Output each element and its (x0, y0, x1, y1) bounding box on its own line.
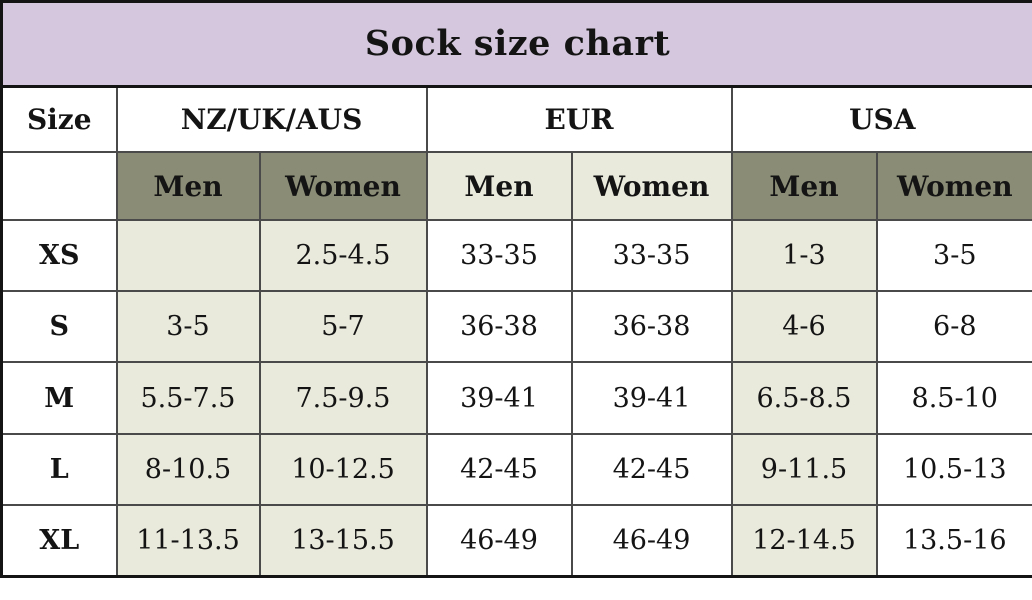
data-cell: 42-45 (570, 432, 733, 507)
data-cell: 8-10.5 (115, 432, 261, 507)
data-cell: 39-41 (425, 361, 573, 435)
data-cell: 11-13.5 (115, 504, 261, 578)
table-row-m: M 5.5-7.5 7.5-9.5 39-41 39-41 6.5-8.5 8.… (0, 361, 1032, 435)
data-cell: 39-41 (570, 361, 733, 435)
size-column-header: Size (0, 85, 118, 154)
usa-men-header: Men (730, 151, 878, 221)
data-cell: 1-3 (730, 218, 878, 293)
data-cell: 9-11.5 (730, 432, 878, 507)
data-cell: 3-5 (115, 290, 261, 364)
region-header-eur: EUR (425, 85, 733, 154)
region-header-row: Size NZ/UK/AUS EUR USA (0, 85, 1032, 154)
table-row-s: S 3-5 5-7 36-38 36-38 4-6 6-8 (0, 290, 1032, 364)
size-cell: XS (0, 218, 118, 293)
usa-women-header: Women (875, 151, 1032, 221)
data-cell: 36-38 (570, 290, 733, 364)
sock-size-chart-table: Sock size chart Size NZ/UK/AUS EUR USA M… (0, 0, 1032, 578)
data-cell: 42-45 (425, 432, 573, 507)
data-cell: 2.5-4.5 (258, 218, 428, 293)
data-cell: 6.5-8.5 (730, 361, 878, 435)
data-cell: 33-35 (570, 218, 733, 293)
data-cell: 33-35 (425, 218, 573, 293)
table-row-xl: XL 11-13.5 13-15.5 46-49 46-49 12-14.5 1… (0, 504, 1032, 578)
gender-header-row: Men Women Men Women Men Women (0, 151, 1032, 221)
chart-title: Sock size chart (0, 0, 1032, 88)
size-cell: XL (0, 504, 118, 578)
data-cell: 12-14.5 (730, 504, 878, 578)
data-cell: 10-12.5 (258, 432, 428, 507)
data-cell: 13-15.5 (258, 504, 428, 578)
size-cell: L (0, 432, 118, 507)
data-cell: 36-38 (425, 290, 573, 364)
data-cell: 5-7 (258, 290, 428, 364)
data-cell: 4-6 (730, 290, 878, 364)
nz-men-header: Men (115, 151, 261, 221)
data-cell: 46-49 (425, 504, 573, 578)
data-cell: 7.5-9.5 (258, 361, 428, 435)
size-cell: M (0, 361, 118, 435)
eur-women-header: Women (570, 151, 733, 221)
data-cell: 10.5-13 (875, 432, 1032, 507)
data-cell (115, 218, 261, 293)
eur-men-header: Men (425, 151, 573, 221)
data-cell: 13.5-16 (875, 504, 1032, 578)
region-header-usa: USA (730, 85, 1032, 154)
region-header-nz-uk-aus: NZ/UK/AUS (115, 85, 428, 154)
data-cell: 5.5-7.5 (115, 361, 261, 435)
title-row: Sock size chart (0, 0, 1032, 88)
empty-corner-cell (0, 151, 118, 221)
nz-women-header: Women (258, 151, 428, 221)
table-row-xs: XS 2.5-4.5 33-35 33-35 1-3 3-5 (0, 218, 1032, 293)
data-cell: 6-8 (875, 290, 1032, 364)
data-cell: 46-49 (570, 504, 733, 578)
data-cell: 3-5 (875, 218, 1032, 293)
data-cell: 8.5-10 (875, 361, 1032, 435)
size-cell: S (0, 290, 118, 364)
table-row-l: L 8-10.5 10-12.5 42-45 42-45 9-11.5 10.5… (0, 432, 1032, 507)
